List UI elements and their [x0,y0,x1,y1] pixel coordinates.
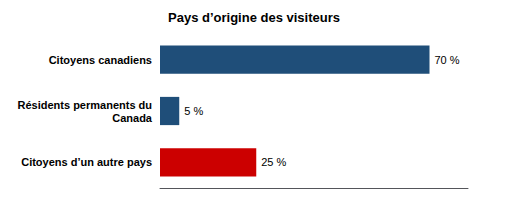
svg-text:5 %: 5 % [184,105,203,117]
svg-text:Citoyens canadiens: Citoyens canadiens [49,54,152,66]
svg-text:Résidents permanents du: Résidents permanents du [18,99,152,111]
svg-text:Canada: Canada [112,112,153,124]
svg-text:Pays d’origine des visiteurs: Pays d’origine des visiteurs [168,10,340,25]
svg-text:25 %: 25 % [261,156,286,168]
svg-text:Citoyens d’un autre pays: Citoyens d’un autre pays [21,156,152,168]
svg-text:70 %: 70 % [435,54,460,66]
